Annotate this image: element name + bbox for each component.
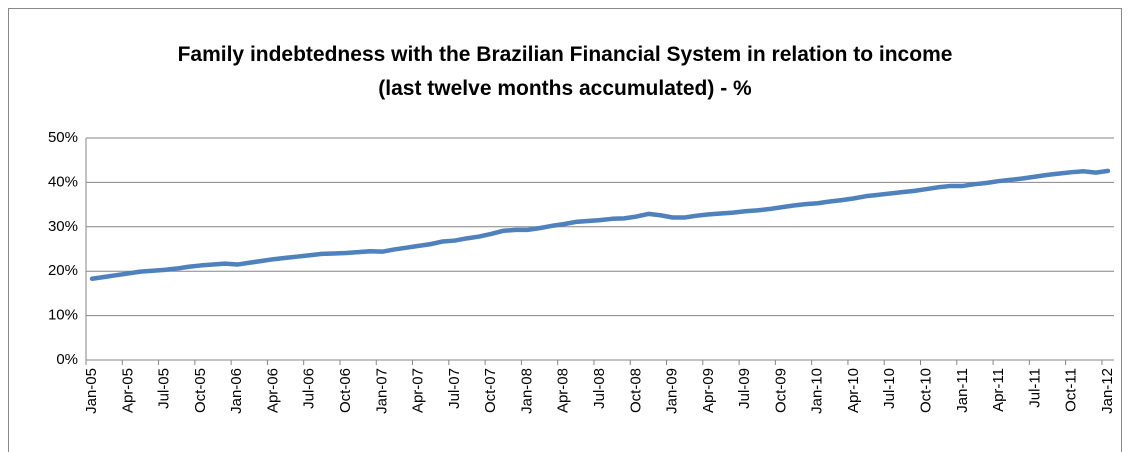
- y-tick-label: 30%: [48, 218, 78, 235]
- y-tick-label: 0%: [56, 351, 78, 368]
- x-tick-label: Oct-10: [918, 368, 935, 413]
- x-tick-label: Apr-08: [555, 368, 572, 413]
- x-tick-label: Oct-11: [1063, 368, 1080, 412]
- x-tick-label: Apr-07: [410, 368, 427, 413]
- data-line: [89, 168, 1111, 281]
- chart-frame: [8, 8, 1122, 452]
- x-tick-label: Jan-07: [373, 368, 390, 414]
- x-tick-label: Jul-07: [446, 368, 463, 409]
- x-tick-label: Oct-09: [772, 368, 789, 413]
- x-tick-label: Oct-08: [627, 368, 644, 413]
- x-tick-label: Oct-06: [337, 368, 354, 413]
- x-tick-label: Jul-08: [591, 368, 608, 409]
- y-tick-label: 20%: [48, 262, 78, 279]
- y-tick-label: 40%: [48, 173, 78, 190]
- x-tick-label: Jan-06: [228, 368, 245, 414]
- y-tick-label: 10%: [48, 307, 78, 324]
- x-tick-label: Jan-09: [664, 368, 681, 414]
- x-tick-label: Apr-10: [845, 368, 862, 413]
- x-tick-label: Jan-10: [809, 368, 826, 414]
- x-tick-label: Jan-11: [954, 368, 971, 413]
- x-tick-label: Jul-10: [881, 368, 898, 409]
- x-tick-label: Jan-12: [1099, 368, 1116, 414]
- x-tick-label: Apr-09: [700, 368, 717, 413]
- x-tick-label: Jan-08: [518, 368, 535, 414]
- x-tick-label: Jan-05: [83, 368, 100, 414]
- x-tick-label: Apr-05: [119, 368, 136, 413]
- x-tick-label: Jul-09: [736, 368, 753, 409]
- x-tick-label: Jul-05: [156, 368, 173, 409]
- x-tick-label: Jul-06: [301, 368, 318, 409]
- x-tick-label: Jul-11: [1026, 368, 1043, 408]
- y-tick-label: 50%: [48, 129, 78, 146]
- x-tick-label: Oct-05: [192, 368, 209, 413]
- x-tick-label: Apr-11: [990, 368, 1007, 412]
- x-tick-label: Oct-07: [482, 368, 499, 413]
- x-tick-label: Apr-06: [264, 368, 281, 413]
- chart-title: Family indebtedness with the Brazilian F…: [177, 43, 953, 100]
